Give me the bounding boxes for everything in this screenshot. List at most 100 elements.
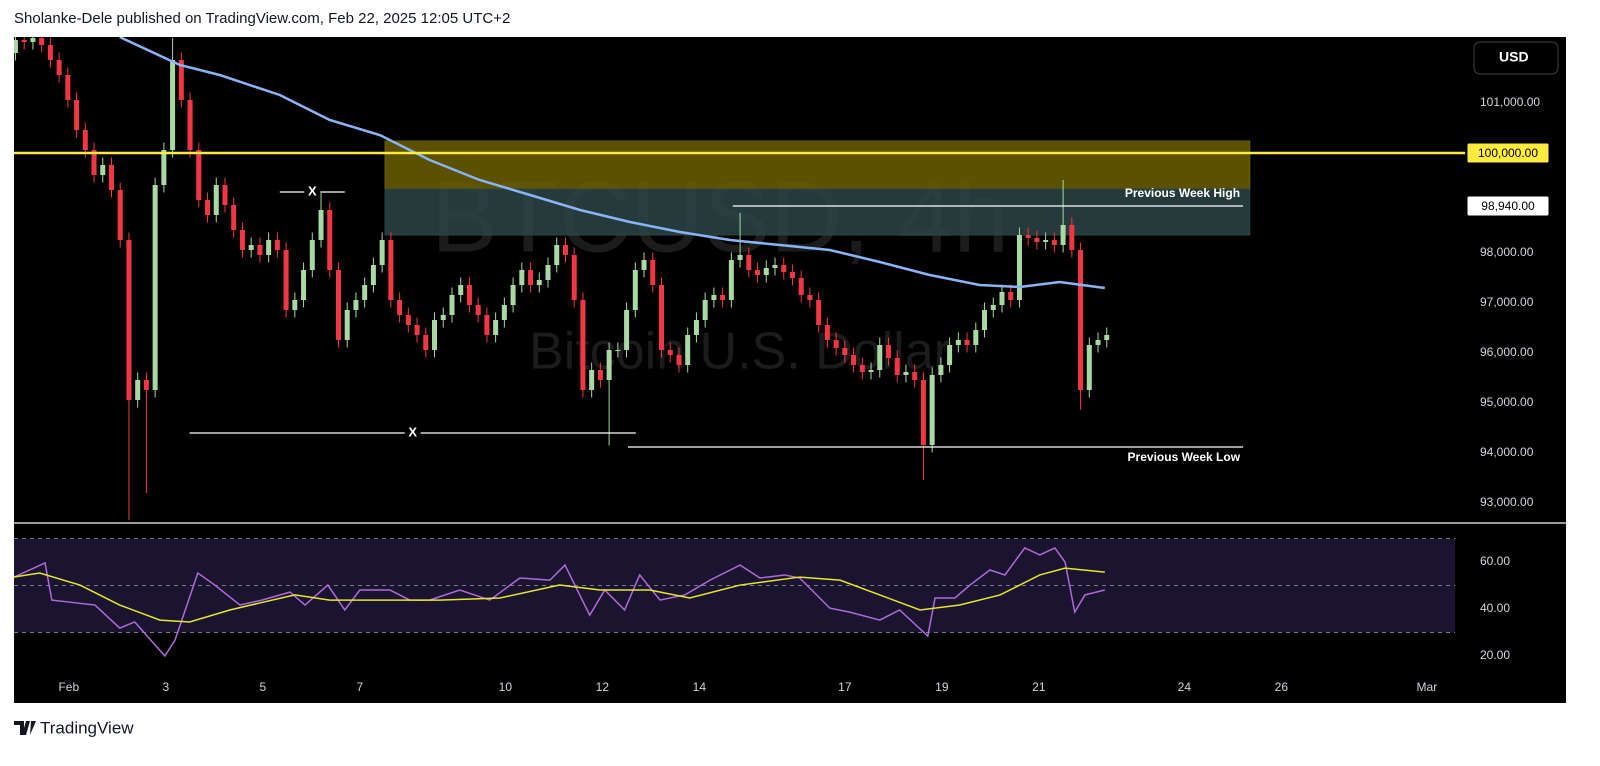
candle-body bbox=[178, 60, 184, 100]
y-tick-label: 40.00 bbox=[1480, 601, 1510, 615]
axes: 93,000.00 94,000.00 95,000.00 96,000.00 97,0… bbox=[14, 95, 1550, 694]
x-tick-label: 19 bbox=[935, 680, 949, 694]
candle-body bbox=[440, 315, 446, 320]
candle-body bbox=[685, 335, 691, 365]
y-tick-label: 98,000.00 bbox=[1480, 245, 1534, 259]
candle-body bbox=[108, 165, 114, 190]
candle-body bbox=[842, 348, 848, 355]
candle-body bbox=[728, 260, 734, 300]
candle-body bbox=[135, 380, 141, 400]
y-tick-label: 94,000.00 bbox=[1480, 445, 1534, 459]
candle-body bbox=[964, 340, 970, 345]
candle-body bbox=[117, 190, 123, 240]
candle-body bbox=[309, 240, 315, 270]
x-tick-label: 26 bbox=[1275, 680, 1289, 694]
candle-body bbox=[318, 210, 324, 240]
candle-body bbox=[388, 240, 394, 300]
candle-body bbox=[362, 285, 368, 300]
price-label: 100,000.00 bbox=[1478, 146, 1538, 160]
price-label-box bbox=[1466, 195, 1550, 217]
candle-body bbox=[746, 255, 752, 270]
tradingview-logo bbox=[14, 721, 36, 735]
candle-body bbox=[152, 185, 158, 390]
candle-body bbox=[1095, 340, 1101, 345]
candle-body bbox=[859, 365, 865, 372]
candle-body bbox=[650, 260, 656, 285]
candle-body bbox=[449, 295, 455, 315]
candle-body bbox=[248, 245, 254, 250]
candle-body bbox=[536, 280, 542, 285]
candle-body bbox=[720, 295, 726, 300]
y-tick-label: 93,000.00 bbox=[1480, 495, 1534, 509]
currency-button[interactable] bbox=[1473, 41, 1559, 75]
x-tick-label: 17 bbox=[838, 680, 852, 694]
candle-body bbox=[571, 255, 577, 300]
candle-body bbox=[781, 265, 787, 272]
candle-body bbox=[990, 305, 996, 310]
level-text: X bbox=[308, 183, 317, 198]
candle-body bbox=[47, 45, 53, 60]
candle-body bbox=[65, 75, 71, 100]
candle-body bbox=[1025, 235, 1031, 238]
candle-body bbox=[737, 255, 743, 260]
candle-body bbox=[982, 310, 988, 330]
candle-body bbox=[170, 60, 176, 150]
level-text-bg bbox=[304, 184, 321, 200]
candle-body bbox=[353, 300, 359, 310]
candle-body bbox=[335, 270, 341, 340]
candle-body bbox=[344, 310, 350, 340]
candle-body bbox=[545, 265, 551, 280]
candle-body bbox=[222, 185, 228, 205]
candle-body bbox=[1051, 240, 1057, 245]
candle-body bbox=[56, 60, 62, 75]
candle-body bbox=[231, 205, 237, 230]
candle-body bbox=[100, 165, 106, 175]
candle-body bbox=[824, 325, 830, 340]
candle-body bbox=[877, 345, 883, 370]
y-tick-label: 96,000.00 bbox=[1480, 345, 1534, 359]
candle-body bbox=[807, 295, 813, 300]
candle-body bbox=[161, 150, 167, 185]
candle-body bbox=[659, 285, 665, 350]
candle-body bbox=[519, 270, 525, 285]
candle-body bbox=[379, 240, 385, 265]
zone bbox=[384, 188, 1251, 236]
candle-body bbox=[1060, 225, 1066, 245]
candle-body bbox=[301, 270, 307, 300]
candle-body bbox=[239, 230, 245, 250]
candle-body bbox=[763, 268, 769, 275]
candle-body bbox=[414, 325, 420, 335]
candle-body bbox=[405, 315, 411, 325]
candle-body bbox=[615, 350, 621, 351]
y-tick-label: 20.00 bbox=[1480, 648, 1510, 662]
candle-body bbox=[947, 345, 953, 365]
candle-body bbox=[458, 285, 464, 295]
candle-body bbox=[528, 270, 534, 285]
candle-body bbox=[755, 270, 761, 275]
x-tick-label: 21 bbox=[1032, 680, 1046, 694]
candle-body bbox=[868, 370, 874, 372]
candle-body bbox=[929, 375, 935, 445]
candle-body bbox=[1086, 345, 1092, 390]
candle-body bbox=[370, 265, 376, 285]
candle-body bbox=[283, 250, 289, 310]
price-label-box bbox=[1466, 142, 1550, 164]
rsi-pane bbox=[14, 538, 1455, 658]
y-tick-label: 95,000.00 bbox=[1480, 395, 1534, 409]
candle-body bbox=[641, 260, 647, 270]
footer-brand: TradingView bbox=[40, 718, 134, 737]
x-tick-label: 14 bbox=[693, 680, 707, 694]
candle-body bbox=[955, 340, 961, 345]
x-tick-label: 3 bbox=[162, 680, 169, 694]
candle-body bbox=[885, 345, 891, 358]
publish-header: Sholanke-Dele published on TradingView.c… bbox=[14, 10, 510, 27]
level-text: X bbox=[408, 424, 417, 439]
x-tick-label: 10 bbox=[499, 680, 513, 694]
candle-body bbox=[580, 300, 586, 390]
candle-body bbox=[938, 365, 944, 375]
candle-body bbox=[466, 285, 472, 305]
candle-body bbox=[667, 350, 673, 355]
zone bbox=[384, 140, 1251, 190]
price-label: 98,940.00 bbox=[1481, 199, 1535, 213]
